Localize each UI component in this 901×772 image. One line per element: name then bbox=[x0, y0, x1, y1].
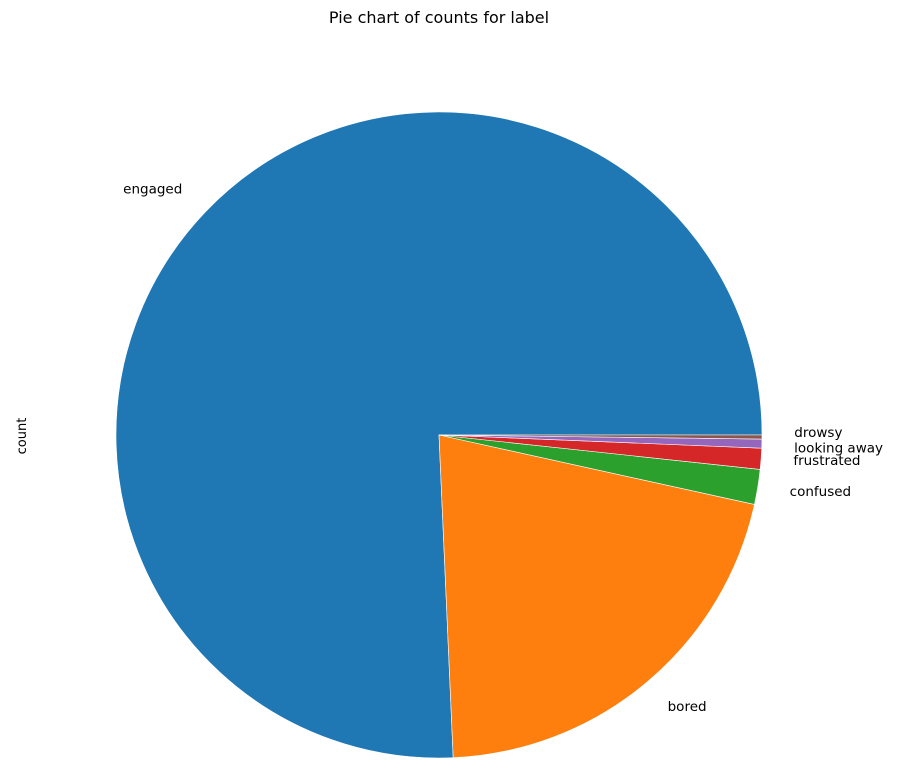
slice-label-drowsy: drowsy bbox=[794, 425, 842, 441]
slice-label-bored: bored bbox=[668, 699, 707, 715]
chart-title: Pie chart of counts for label bbox=[329, 8, 549, 27]
slice-label-looking-away: looking away bbox=[794, 440, 883, 456]
slice-label-confused: confused bbox=[790, 484, 851, 500]
pie-slice-engaged bbox=[115, 111, 763, 759]
slice-label-engaged: engaged bbox=[123, 181, 182, 197]
pie-slices bbox=[115, 111, 763, 759]
pie-slice-drowsy bbox=[438, 434, 763, 440]
y-axis-label: count bbox=[15, 418, 30, 455]
pie-slice-bored bbox=[438, 434, 755, 759]
slice-label-frustrated: frustrated bbox=[793, 453, 860, 469]
